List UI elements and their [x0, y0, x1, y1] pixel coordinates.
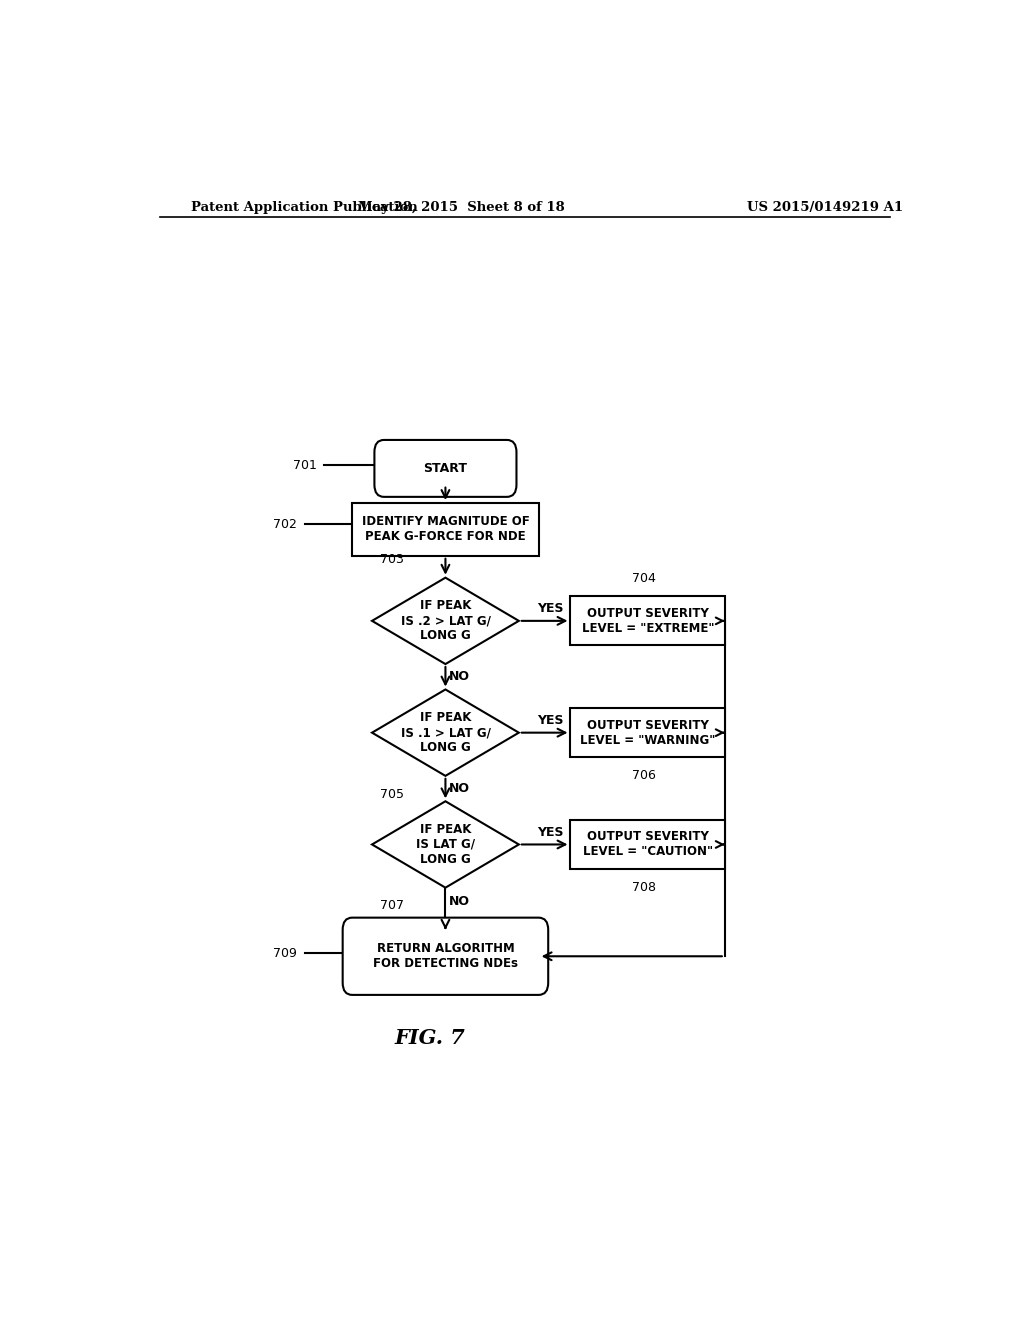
Text: 709: 709 [272, 946, 297, 960]
Bar [570, 597, 725, 645]
Text: FIG. 7: FIG. 7 [394, 1027, 465, 1048]
Text: OUTPUT SEVERITY
LEVEL = "EXTREME": OUTPUT SEVERITY LEVEL = "EXTREME" [582, 607, 714, 635]
Bar [570, 709, 725, 758]
Polygon shape [372, 578, 519, 664]
FancyBboxPatch shape [375, 440, 516, 496]
Text: 703: 703 [380, 553, 403, 566]
Text: 705: 705 [380, 788, 403, 801]
Text: YES: YES [538, 602, 564, 615]
Text: NO: NO [450, 781, 470, 795]
Text: IDENTIFY MAGNITUDE OF
PEAK G-FORCE FOR NDE: IDENTIFY MAGNITUDE OF PEAK G-FORCE FOR N… [361, 515, 529, 544]
Text: OUTPUT SEVERITY
LEVEL = "WARNING": OUTPUT SEVERITY LEVEL = "WARNING" [581, 718, 716, 747]
Polygon shape [372, 689, 519, 776]
Text: IF PEAK
IS .2 > LAT G/
LONG G: IF PEAK IS .2 > LAT G/ LONG G [400, 599, 490, 643]
Text: Patent Application Publication: Patent Application Publication [191, 201, 418, 214]
Text: NO: NO [450, 669, 470, 682]
Text: US 2015/0149219 A1: US 2015/0149219 A1 [748, 201, 903, 214]
Bar [570, 820, 725, 869]
Text: YES: YES [538, 826, 564, 838]
Text: IF PEAK
IS .1 > LAT G/
LONG G: IF PEAK IS .1 > LAT G/ LONG G [400, 711, 490, 754]
Text: 702: 702 [272, 517, 297, 531]
Text: RETURN ALGORITHM
FOR DETECTING NDEs: RETURN ALGORITHM FOR DETECTING NDEs [373, 942, 518, 970]
Text: YES: YES [538, 714, 564, 727]
Bar [352, 503, 539, 556]
Text: 704: 704 [632, 572, 655, 585]
Text: NO: NO [450, 895, 470, 908]
Text: May 28, 2015  Sheet 8 of 18: May 28, 2015 Sheet 8 of 18 [358, 201, 564, 214]
Text: IF PEAK
IS LAT G/
LONG G: IF PEAK IS LAT G/ LONG G [416, 822, 475, 866]
Polygon shape [372, 801, 519, 887]
Text: 706: 706 [632, 768, 655, 781]
Text: 701: 701 [293, 459, 316, 471]
FancyBboxPatch shape [343, 917, 548, 995]
Text: 707: 707 [380, 899, 403, 912]
Text: OUTPUT SEVERITY
LEVEL = "CAUTION": OUTPUT SEVERITY LEVEL = "CAUTION" [583, 830, 713, 858]
Text: 708: 708 [632, 880, 656, 894]
Text: START: START [424, 462, 467, 475]
